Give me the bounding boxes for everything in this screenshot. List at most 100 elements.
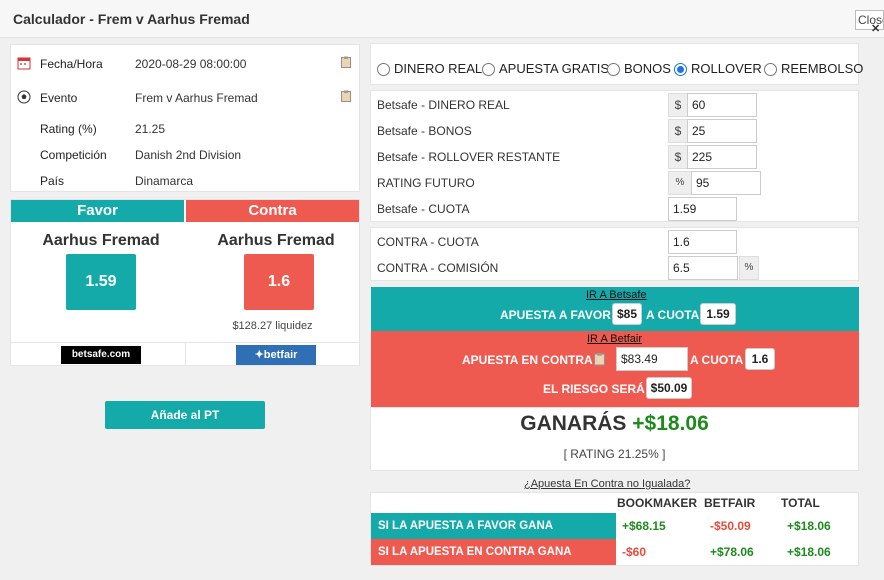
contra-comision-input[interactable]: 6.5 — [668, 256, 738, 280]
bet-type-selector: DINERO REAL APUESTA GRATIS BONOS ROLLOVE… — [370, 43, 863, 85]
info-label: Fecha/Hora — [40, 57, 103, 71]
unmatched-bet-link[interactable]: ¿Apuesta En Contra no Igualada? — [524, 478, 691, 490]
info-value: 21.25 — [135, 122, 166, 136]
card-divider-vertical — [185, 342, 186, 366]
info-label: País — [40, 174, 65, 188]
cell-bookmaker: -$60 — [622, 545, 647, 559]
field-label: Betsafe - ROLLOVER RESTANTE — [377, 150, 561, 164]
field-cuota: Betsafe - CUOTA 1.59 — [371, 196, 858, 222]
betfair-logo[interactable]: ✦betfair — [236, 345, 316, 365]
currency-prefix: $ — [668, 145, 688, 169]
dinero-real-input[interactable]: 60 — [687, 93, 757, 117]
field-dinero-real: Betsafe - DINERO REAL $ 60 — [371, 92, 858, 118]
info-label: Rating (%) — [40, 122, 97, 136]
modal-title: Calculador - Frem v Aarhus Fremad — [13, 11, 250, 27]
betsafe-logo-text: betsafe.com — [71, 349, 131, 360]
rating-futuro-input[interactable]: 95 — [691, 171, 761, 195]
contra-header: Contra — [186, 200, 359, 222]
percent-prefix: % — [668, 171, 692, 195]
info-row-date: Fecha/Hora 2020-08-29 08:00:00 — [11, 53, 359, 75]
clipboard-icon[interactable] — [594, 352, 605, 366]
rollover-input[interactable]: 225 — [687, 145, 757, 169]
cell-betfair: +$78.06 — [710, 545, 754, 559]
exchange-inputs-panel: CONTRA - CUOTA 1.6 CONTRA - COMISIÓN 6.5… — [370, 227, 859, 281]
table-row: SI LA APUESTA EN CONTRA GANA -$60 +$78.0… — [371, 539, 858, 565]
field-rollover: Betsafe - ROLLOVER RESTANTE $ 225 — [371, 144, 858, 170]
currency-prefix: $ — [668, 93, 688, 117]
radio-dinero-real[interactable] — [377, 63, 390, 76]
contra-team: Aarhus Fremad — [217, 232, 335, 249]
rating-text: [ RATING 21.25% ] — [563, 447, 666, 461]
close-icon[interactable]: ✕ — [871, 23, 881, 35]
contra-result-strip: IR A Betfair APUESTA EN CONTRA $83.49 A … — [371, 331, 859, 407]
cell-betfair: -$50.09 — [710, 519, 751, 533]
radio-label-rollover[interactable]: ROLLOVER — [691, 61, 762, 76]
info-row-country: País Dinamarca — [11, 170, 359, 192]
field-label: Betsafe - DINERO REAL — [377, 98, 510, 112]
contra-odds-value: 1.6 — [745, 348, 775, 370]
add-to-pt-button[interactable]: Añade al PT — [105, 401, 265, 429]
radio-rollover[interactable] — [674, 63, 687, 76]
clipboard-icon[interactable] — [341, 90, 351, 102]
col-header-total: TOTAL — [781, 496, 820, 510]
contra-odds: 1.6 — [244, 254, 314, 310]
row-label: SI LA APUESTA A FAVOR GANA — [371, 513, 616, 539]
favor-odds-value: 1.59 — [700, 303, 736, 325]
radio-label-bonos[interactable]: BONOS — [624, 61, 671, 76]
modal-header: Calculador - Frem v Aarhus Fremad Close … — [0, 0, 884, 38]
calendar-icon — [17, 57, 31, 70]
field-label: CONTRA - CUOTA — [377, 235, 479, 249]
result-panel: GANARÁS +$18.06 [ RATING 21.25% ] — [370, 407, 859, 471]
radio-bonos[interactable] — [607, 63, 620, 76]
field-contra-comision: CONTRA - COMISIÓN 6.5 % — [371, 255, 858, 281]
field-label: Betsafe - BONOS — [377, 124, 472, 138]
col-header-bookmaker: BOOKMAKER — [617, 496, 697, 510]
contra-stake-input[interactable]: $83.49 — [616, 347, 688, 371]
go-to-betsafe-link[interactable]: IR A Betsafe — [586, 289, 647, 301]
info-label: Competición — [40, 148, 107, 162]
contra-cuota-input[interactable]: 1.6 — [668, 230, 737, 254]
favor-header: Favor — [11, 200, 184, 222]
soccer-ball-icon — [17, 90, 31, 104]
field-label: Betsafe - CUOTA — [377, 202, 470, 216]
info-row-event: Evento Frem v Aarhus Fremad — [11, 87, 359, 109]
radio-label-reembolso[interactable]: REEMBOLSO — [781, 61, 864, 76]
info-row-rating: Rating (%) 21.25 — [11, 118, 359, 140]
col-header-betfair: BETFAIR — [704, 496, 756, 510]
go-to-betfair-link[interactable]: IR A Betfair — [587, 333, 643, 345]
info-value: Dinamarca — [135, 174, 194, 188]
field-label: CONTRA - COMISIÓN — [377, 261, 499, 275]
row-label: SI LA APUESTA EN CONTRA GANA — [371, 539, 616, 565]
radio-label-dinero-real[interactable]: DINERO REAL — [394, 61, 483, 76]
favor-odds-label: A CUOTA — [646, 308, 700, 322]
contra-liquidity: $128.27 liquidez — [232, 320, 313, 332]
favor-odds: 1.59 — [66, 254, 136, 310]
profit-label: GANARÁS — [520, 412, 627, 435]
info-value: Danish 2nd Division — [135, 148, 242, 162]
radio-apuesta-gratis[interactable] — [482, 63, 495, 76]
field-bonos: Betsafe - BONOS $ 25 — [371, 118, 858, 144]
bookmaker-inputs-panel: Betsafe - DINERO REAL $ 60 Betsafe - BON… — [370, 90, 859, 222]
info-label: Evento — [40, 91, 78, 105]
risk-value: $50.09 — [646, 377, 692, 399]
radio-reembolso[interactable] — [764, 63, 777, 76]
favor-stake-label: APUESTA A FAVOR — [500, 308, 611, 322]
betfair-star-icon: ✦ — [254, 349, 264, 361]
cell-bookmaker: +$68.15 — [622, 519, 666, 533]
betfair-logo-text: betfair — [263, 349, 298, 361]
table-row: SI LA APUESTA A FAVOR GANA +$68.15 -$50.… — [371, 513, 858, 539]
currency-prefix: $ — [668, 119, 688, 143]
event-info-panel: Fecha/Hora 2020-08-29 08:00:00 Evento Fr… — [10, 44, 360, 192]
cuota-input[interactable]: 1.59 — [668, 197, 737, 221]
radio-label-apuesta-gratis[interactable]: APUESTA GRATIS — [499, 61, 610, 76]
contra-odds-label: A CUOTA — [690, 353, 744, 367]
clipboard-icon[interactable] — [341, 56, 351, 68]
favor-stake-value: $85 — [612, 303, 642, 325]
bonos-input[interactable]: 25 — [687, 119, 757, 143]
field-label: RATING FUTURO — [377, 176, 475, 190]
percent-suffix: % — [739, 256, 759, 280]
favor-team: Aarhus Fremad — [42, 232, 160, 249]
betsafe-logo[interactable]: betsafe.com — [61, 346, 141, 364]
info-row-competition: Competición Danish 2nd Division — [11, 144, 359, 166]
profit-line: GANARÁS +$18.06 — [371, 412, 858, 436]
